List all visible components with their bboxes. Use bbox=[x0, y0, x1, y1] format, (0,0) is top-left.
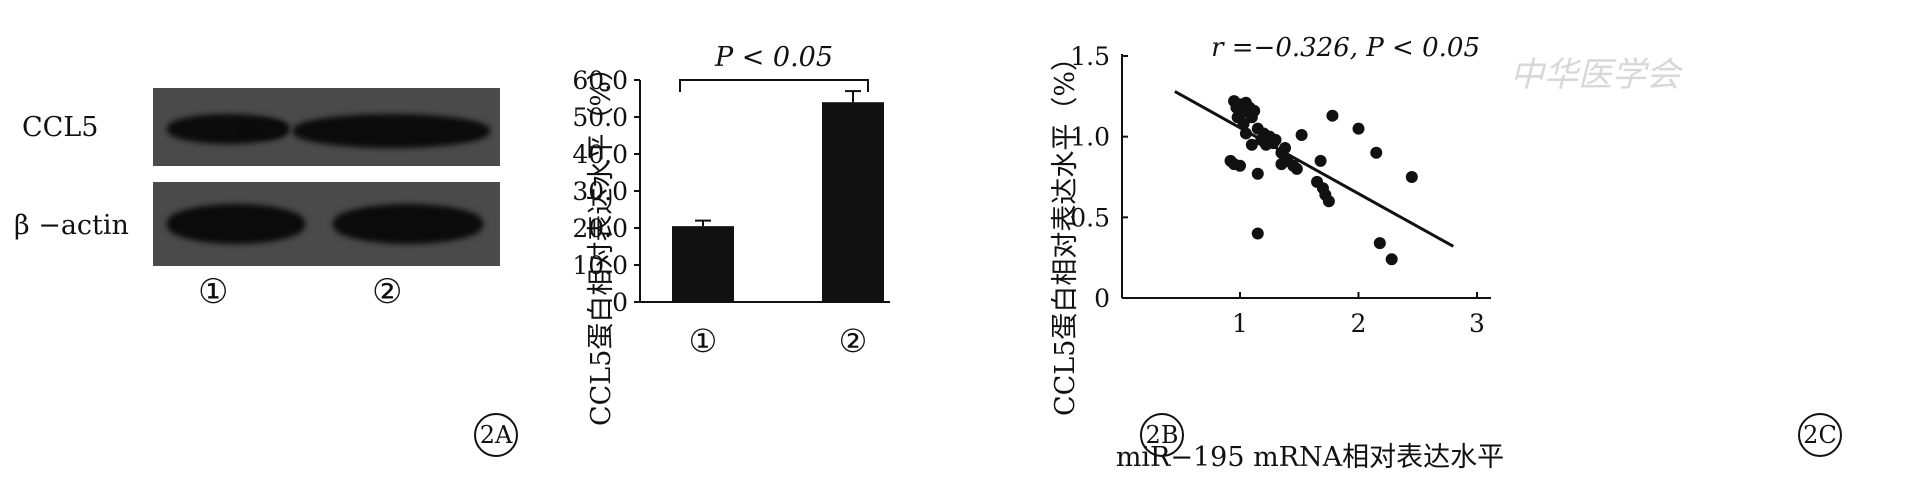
scatter-point bbox=[1275, 158, 1288, 171]
panel-b-bar-chart: CCL5蛋白相对表达水平（%） 0 10.0 20.0 30.0 40.0 50.0 60.… bbox=[560, 0, 1200, 476]
scatter-y-axis-label: CCL5蛋白相对表达水平（%） bbox=[1050, 44, 1081, 416]
scatter-y-tick-label: 0 bbox=[1094, 284, 1110, 313]
scatter-annotation: r =−0.326, P < 0.05 bbox=[1211, 33, 1480, 63]
lane-1-label: ① bbox=[198, 272, 229, 312]
lane-2-label: ② bbox=[372, 272, 403, 312]
scatter-plot-svg: CCL5蛋白相对表达水平（%） miR−195 mRNA相对表达水平 中华医学会… bbox=[1050, 33, 1684, 473]
scatter-x-tick-label: 3 bbox=[1469, 309, 1485, 338]
trend-line bbox=[1174, 90, 1455, 248]
scatter-point bbox=[1352, 122, 1365, 135]
scatter-point bbox=[1326, 109, 1339, 122]
scatter-point bbox=[1385, 253, 1398, 266]
scatter-point bbox=[1234, 159, 1246, 172]
scatter-point bbox=[1248, 104, 1261, 117]
bar-y-tick-label: 60.0 bbox=[572, 66, 628, 95]
panel-a-western-blot: CCL5 β −actin ① ② 2A bbox=[0, 0, 520, 476]
scatter-point bbox=[1279, 141, 1292, 154]
scatter-point bbox=[1290, 162, 1303, 175]
scatter-point bbox=[1237, 117, 1250, 130]
scatter-y-tick-label: 1.5 bbox=[1070, 42, 1110, 71]
bar-1 bbox=[672, 226, 734, 302]
panel-a-tag: 2A bbox=[474, 413, 518, 457]
actin-band-lane1 bbox=[167, 204, 305, 244]
scatter-point bbox=[1245, 138, 1258, 151]
scatter-point bbox=[1322, 195, 1335, 208]
bar-p-value-annotation: P < 0.05 bbox=[714, 42, 833, 73]
actin-band-lane2 bbox=[333, 204, 483, 244]
panel-c-tag: 2C bbox=[1798, 413, 1842, 457]
bar-y-tick-label: 0 bbox=[612, 288, 628, 317]
scatter-point bbox=[1370, 146, 1383, 159]
scatter-point bbox=[1405, 171, 1418, 183]
panel-b-tag: 2B bbox=[1140, 413, 1184, 457]
bar-chart-svg: CCL5蛋白相对表达水平（%） 0 10.0 20.0 30.0 40.0 50.0 60.… bbox=[572, 42, 890, 426]
bar-2 bbox=[822, 102, 884, 302]
bar-y-tick-label: 40.0 bbox=[572, 140, 628, 169]
bar-y-tick-label: 50.0 bbox=[572, 103, 628, 132]
scatter-x-tick-label: 2 bbox=[1351, 309, 1367, 338]
scatter-point bbox=[1251, 167, 1264, 180]
scatter-point bbox=[1251, 227, 1264, 240]
bar-y-tick-label: 10.0 bbox=[572, 251, 628, 280]
bar-y-tick-label: 30.0 bbox=[572, 177, 628, 206]
scatter-y-tick-label: 0.5 bbox=[1070, 203, 1110, 232]
scatter-point bbox=[1295, 129, 1308, 142]
ccl5-band-label: CCL5 bbox=[22, 112, 99, 143]
bar-x-tick-label: ① bbox=[689, 322, 718, 360]
ccl5-band-lane2 bbox=[293, 114, 490, 148]
watermark-text: 中华医学会 bbox=[1510, 55, 1684, 95]
scatter-x-axis-label: miR−195 mRNA相对表达水平 bbox=[1116, 442, 1504, 473]
bar-x-tick-label: ② bbox=[839, 322, 868, 360]
scatter-y-tick-label: 1.0 bbox=[1070, 123, 1110, 152]
scatter-x-tick-label: 1 bbox=[1232, 309, 1248, 338]
ccl5-blot-strip bbox=[153, 88, 500, 166]
scatter-point bbox=[1314, 154, 1327, 167]
significance-bracket bbox=[679, 79, 869, 92]
scatter-point bbox=[1269, 133, 1282, 146]
panel-c-scatter-plot: CCL5蛋白相对表达水平（%） miR−195 mRNA相对表达水平 中华医学会… bbox=[1040, 0, 1917, 476]
scatter-point bbox=[1239, 127, 1252, 140]
scatter-point bbox=[1373, 237, 1386, 250]
actin-band-label: β −actin bbox=[14, 210, 129, 241]
bar-y-tick-label: 20.0 bbox=[572, 214, 628, 243]
actin-blot-strip bbox=[153, 182, 500, 266]
ccl5-band-lane1-right bbox=[245, 120, 289, 138]
bar-chart-y-axis-label: CCL5蛋白相对表达水平（%） bbox=[586, 54, 617, 426]
